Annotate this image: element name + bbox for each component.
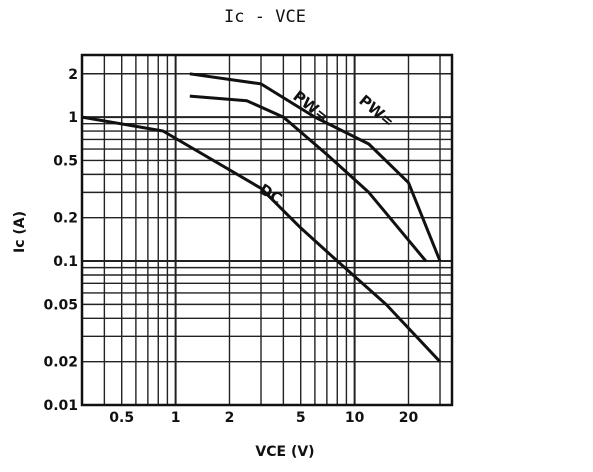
plot-border	[80, 53, 454, 407]
y-axis-label: Ic (A)	[12, 211, 28, 253]
y-tick-labels: 2 1 0.5 0.2 0.1 0.05 0.02 0.01	[43, 67, 78, 414]
y-tick-label: 2	[68, 67, 78, 83]
curve-label-2: PW=	[355, 91, 397, 131]
x-tick-label: 2	[225, 410, 235, 426]
y-tick-label: 0.01	[43, 398, 78, 414]
x-tick-label: 5	[296, 410, 306, 426]
y-tick-label: 0.05	[43, 297, 78, 313]
x-tick-label: 20	[399, 410, 419, 426]
y-tick-label: 1	[68, 110, 78, 126]
plot-frame	[80, 53, 454, 407]
x-tick-label: 0.5	[109, 410, 134, 426]
x-tick-label: 10	[345, 410, 365, 426]
series-line-3	[189, 94, 427, 262]
series-line-2	[189, 72, 442, 262]
y-tick-label: 0.5	[53, 153, 78, 169]
x-tick-labels: 0.5 1 2 5 10 20	[109, 410, 418, 426]
grid	[81, 55, 452, 406]
chart-title: Ic - VCE	[224, 7, 306, 27]
curve-label-1: DC	[256, 180, 285, 208]
series-layer	[81, 72, 442, 363]
x-axis-label: VCE (V)	[255, 444, 314, 460]
y-tick-label: 0.2	[53, 211, 78, 227]
series-line-1	[81, 115, 442, 363]
y-tick-label: 0.02	[43, 355, 78, 371]
x-tick-label: 1	[171, 410, 181, 426]
y-tick-label: 0.1	[53, 254, 78, 270]
